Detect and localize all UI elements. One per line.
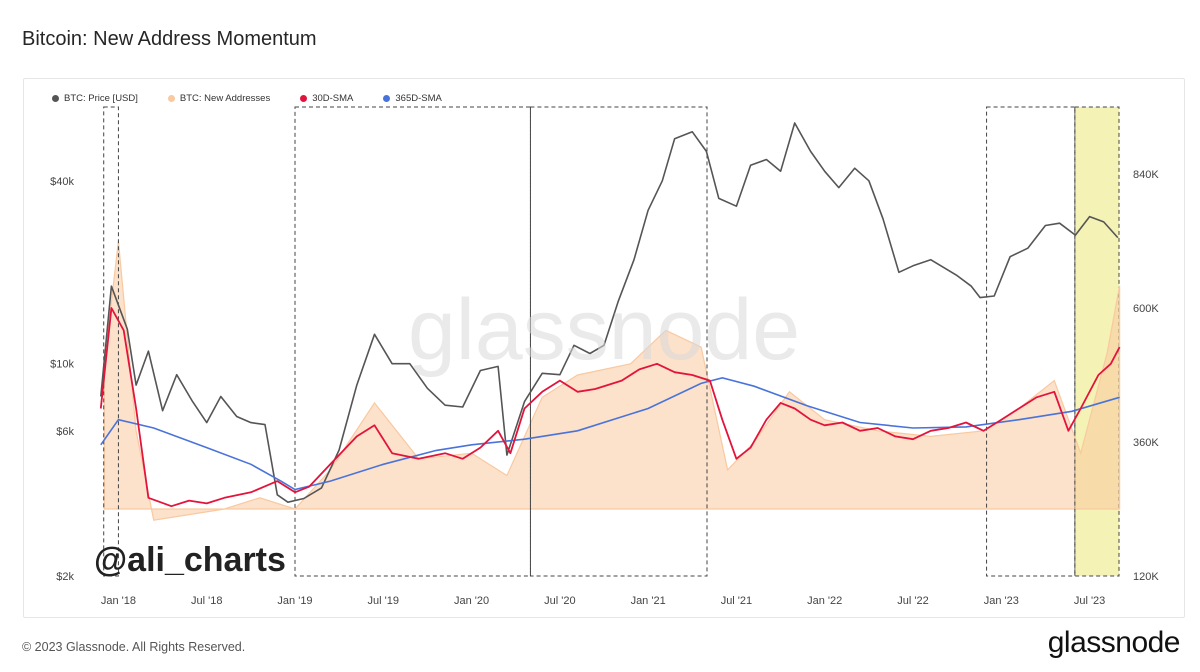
y-left-tick: $10k (50, 359, 74, 371)
legend-item-sma365[interactable]: 365D-SMA (383, 93, 442, 104)
legend-item-new-addresses[interactable]: BTC: New Addresses (167, 93, 271, 104)
new-addresses-area (103, 240, 1121, 521)
legend-sma365-dot (383, 95, 391, 102)
price-series (100, 122, 1119, 503)
dashed-boxes (103, 106, 1076, 577)
legend-price-dot (52, 95, 59, 102)
y-right-tick: 600K (1133, 303, 1159, 315)
y-left-tick: $6k (56, 426, 74, 438)
x-tick: Jan '18 (101, 595, 136, 607)
legend-price-label: BTC: Price [USD] (64, 93, 138, 104)
x-axis: Jan '18 Jul '18 Jan '19 Jul '19 Jan '20 Jul '… (101, 595, 1105, 607)
y-right-tick: 840K (1133, 169, 1159, 181)
chart-title: Bitcoin: New Address Momentum (22, 28, 317, 50)
dashed-box-1 (294, 106, 531, 577)
legend-sma30-label: 30D-SMA (312, 93, 354, 104)
y-left-tick: $40k (50, 176, 74, 188)
dashed-box-0 (103, 106, 119, 577)
x-tick: Jan '22 (807, 595, 842, 607)
handle-label: @ali_charts (94, 541, 286, 579)
x-tick: Jul '19 (368, 595, 399, 607)
x-tick: Jul '21 (721, 595, 752, 607)
sma365-series (100, 376, 1120, 491)
x-tick: Jul '20 (544, 595, 575, 607)
x-tick: Jul '18 (191, 595, 222, 607)
x-tick: Jul '23 (1074, 595, 1105, 607)
legend-sma365-label: 365D-SMA (395, 93, 442, 104)
legend-item-price[interactable]: BTC: Price [USD] (52, 93, 138, 104)
sma365-line (100, 376, 1120, 491)
new-addresses-line (103, 240, 1121, 521)
sma30-series (99, 307, 1121, 508)
glassnode-logo: glassnode (1047, 626, 1181, 659)
x-tick: Jul '22 (897, 595, 928, 607)
y-right-tick: 120K (1133, 571, 1159, 583)
x-tick: Jan '23 (984, 595, 1019, 607)
legend-new-addresses-dot (167, 95, 175, 102)
chart-panel: BTC: Price [USD] BTC: New Addresses 30D-… (23, 78, 1185, 618)
x-tick: Jan '19 (277, 595, 312, 607)
x-tick: Jan '21 (631, 595, 666, 607)
y-right-tick: 360K (1133, 437, 1159, 449)
legend-new-addresses-label: BTC: New Addresses (179, 93, 271, 104)
legend-sma30-dot (300, 95, 308, 102)
chart-legend: BTC: Price [USD] BTC: New Addresses 30D-… (52, 93, 442, 104)
copyright-footer: © 2023 Glassnode. All Rights Reserved. (22, 640, 246, 654)
legend-item-sma30[interactable]: 30D-SMA (300, 93, 353, 104)
y-left-tick: $2k (56, 571, 74, 583)
left-y-axis: $2k $6k $10k $40k (50, 176, 74, 583)
price-line (100, 122, 1119, 503)
watermark: glassnode (408, 282, 800, 378)
dashed-box-3 (986, 106, 1076, 577)
x-tick: Jan '20 (454, 595, 489, 607)
sma30-line (99, 307, 1121, 508)
right-y-axis: 120K 360K 600K 840K (1133, 169, 1159, 583)
